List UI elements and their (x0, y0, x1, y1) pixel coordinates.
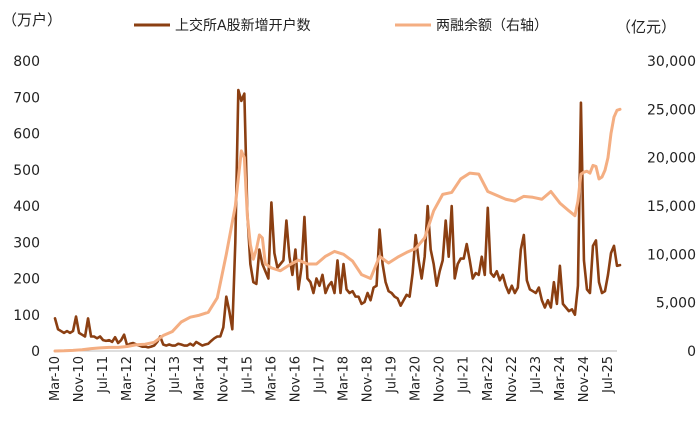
x-tick-label: Mar-20 (409, 356, 424, 401)
x-tick-label: Mar-14 (192, 356, 207, 401)
right-tick-label: 15,000 (647, 199, 696, 215)
x-tick-label: Nov-18 (361, 356, 376, 402)
x-tick-label: Jul-17 (312, 356, 327, 394)
x-tick-label: Nov-10 (72, 356, 87, 402)
x-tick-label: Mar-24 (553, 356, 568, 401)
legend-label-2: 两融余额（右轴） (436, 17, 548, 34)
legend: 上交所A股新增开户数 两融余额（右轴） (134, 17, 548, 34)
legend-label-1: 上交所A股新增开户数 (175, 17, 311, 34)
left-axis-unit-label: （万户） (2, 11, 62, 29)
x-tick-label: Nov-12 (144, 356, 159, 402)
left-tick-label: 700 (13, 90, 40, 106)
x-tick-label: Jul-23 (529, 356, 544, 394)
x-tick-label: Jul-21 (457, 356, 472, 394)
left-tick-label: 200 (13, 272, 40, 288)
x-tick-label: Nov-14 (216, 356, 231, 402)
right-tick-label: 5,000 (656, 296, 696, 312)
axes: 0 100 200 300 400 500 600 700 800 0 5,000 10,000 15,… (13, 54, 696, 402)
plot-area (53, 88, 622, 353)
right-tick-label: 20,000 (647, 151, 696, 167)
x-tick-label: Nov-22 (505, 356, 520, 402)
left-tick-label: 600 (13, 127, 40, 143)
x-tick-label: Jul-13 (168, 356, 183, 394)
x-tick-label: Jul-25 (601, 356, 616, 394)
x-tick-label: Jul-15 (240, 356, 255, 394)
x-tick-label: Nov-20 (433, 356, 448, 402)
x-tick-label: Mar-18 (337, 356, 352, 401)
left-tick-label: 100 (13, 308, 40, 324)
x-tick-label: Jul-11 (96, 356, 111, 394)
x-tick-label: Jul-19 (385, 356, 400, 394)
x-tick-label: Mar-12 (120, 356, 135, 401)
x-tick-label: Nov-24 (577, 356, 592, 402)
right-axis-unit-label: （亿元） (616, 18, 676, 36)
series-line-2 (53, 107, 622, 353)
left-tick-label: 300 (13, 235, 40, 251)
x-tick-label: Mar-16 (264, 356, 279, 401)
left-tick-label: 800 (13, 54, 40, 70)
right-tick-label: 10,000 (647, 247, 696, 263)
x-tick-label: Mar-10 (48, 356, 63, 401)
series-line-1 (53, 88, 622, 349)
left-tick-label: 500 (13, 163, 40, 179)
right-tick-label: 0 (687, 344, 696, 360)
x-tick-label: Nov-16 (288, 356, 303, 402)
x-tick-label: Mar-22 (481, 356, 496, 401)
right-tick-label: 30,000 (647, 54, 696, 70)
right-tick-label: 25,000 (647, 102, 696, 118)
left-tick-label: 0 (31, 344, 40, 360)
left-tick-label: 400 (13, 199, 40, 215)
